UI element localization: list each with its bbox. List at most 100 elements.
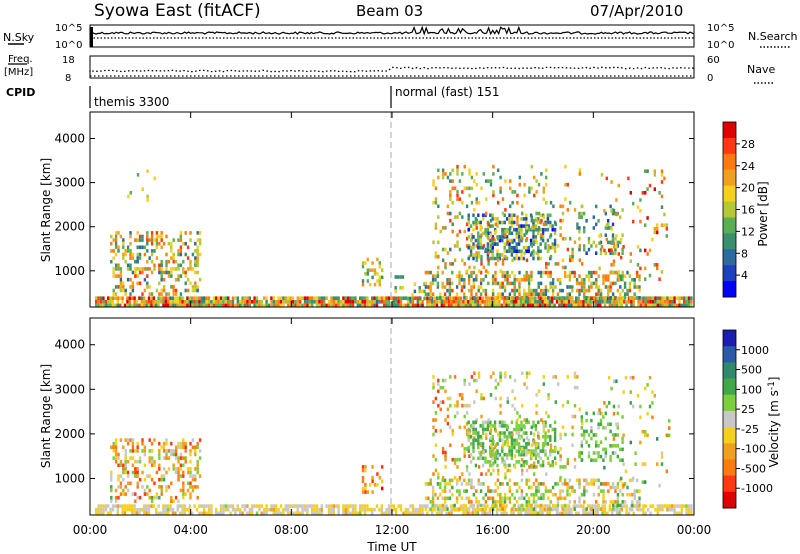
echo-cell [311, 504, 314, 508]
echo-cell [613, 504, 616, 508]
echo-cell [575, 303, 578, 308]
echo-cell [644, 511, 647, 516]
echo-cell [468, 472, 471, 476]
echo-cell [536, 511, 539, 516]
echo-cell [330, 300, 333, 304]
echo-cell [162, 296, 165, 300]
echo-cell [553, 231, 557, 236]
echo-cell [227, 300, 230, 304]
echo-cell [539, 507, 542, 512]
echo-cell [458, 281, 461, 286]
echo-cell [511, 507, 514, 511]
echo-cell [456, 190, 459, 194]
echo-cell [494, 229, 497, 234]
echo-cell [182, 495, 185, 500]
echo-cell [456, 215, 459, 219]
echo-cell [631, 296, 634, 300]
echo-cell [102, 303, 105, 308]
echo-cell [441, 496, 444, 501]
echo-cell [530, 454, 533, 458]
echo-cell [421, 303, 424, 308]
echo-cell [534, 424, 538, 428]
echo-cell [114, 263, 118, 268]
echo-cell [441, 378, 445, 383]
echo-cell [590, 436, 593, 441]
echo-cell [649, 303, 652, 308]
echo-cell [160, 445, 163, 450]
echo-cell [366, 296, 369, 300]
echo-cell [426, 303, 429, 308]
echo-cell [453, 375, 457, 379]
echo-cell [612, 437, 616, 441]
echo-cell [481, 431, 485, 435]
nsky-label: N.Sky [3, 31, 35, 44]
echo-cell [191, 252, 195, 257]
echo-cell [107, 300, 110, 304]
echo-cell [626, 292, 629, 296]
echo-cell [636, 205, 640, 209]
echo-cell [499, 371, 502, 376]
echo-cell [506, 400, 509, 404]
echo-cell [143, 463, 147, 468]
echo-cell [569, 254, 572, 259]
echo-cell [559, 226, 562, 230]
echo-cell [270, 507, 273, 512]
echo-cell [656, 296, 659, 300]
echo-cell [148, 488, 151, 493]
echo-cell [583, 489, 586, 493]
echo-cell [547, 244, 550, 248]
echo-cell [580, 285, 584, 289]
echo-cell [320, 511, 323, 516]
echo-cell [527, 511, 530, 516]
echo-cell [446, 251, 450, 255]
echo-cell [119, 492, 123, 496]
echo-cell [162, 511, 165, 516]
echo-cell [512, 507, 515, 512]
echo-cell [124, 449, 127, 453]
echo-cell [437, 265, 440, 270]
echo-cell [549, 281, 552, 286]
echo-cell [546, 511, 549, 516]
echo-cell [479, 220, 482, 225]
echo-cell [143, 303, 146, 308]
echo-cell [131, 296, 134, 300]
echo-cell [495, 303, 499, 308]
echo-cell [463, 378, 466, 383]
echo-cell [167, 296, 170, 300]
echo-cell [515, 296, 519, 300]
echo-cell [475, 244, 478, 248]
echo-cell [231, 300, 235, 304]
echo-cell [544, 452, 547, 457]
echo-cell [363, 296, 367, 300]
echo-cell [325, 504, 328, 508]
echo-cell [451, 270, 454, 275]
echo-cell [523, 496, 526, 501]
echo-cell [407, 507, 410, 512]
echo-cell [153, 438, 156, 442]
echo-cell [141, 234, 144, 239]
echo-cell [515, 231, 518, 236]
echo-cell [575, 511, 578, 516]
echo-cell [157, 504, 160, 508]
echo-cell [136, 445, 139, 450]
echo-cell [587, 300, 590, 304]
echo-cell [604, 285, 608, 289]
echo-cell [143, 492, 147, 496]
echo-cell [477, 442, 480, 446]
echo-cell [534, 427, 538, 432]
echo-cell [475, 278, 478, 282]
echo-cell [409, 511, 412, 516]
echo-cell [537, 445, 540, 450]
echo-cell [479, 424, 482, 428]
echo-cell [491, 424, 494, 428]
echo-cell [441, 450, 445, 455]
echo-cell [487, 281, 490, 286]
colorbar-swatch [723, 378, 736, 396]
echo-cell [549, 233, 553, 237]
echo-cell [117, 263, 120, 268]
echo-cell [598, 234, 601, 238]
echo-cell [651, 237, 654, 242]
echo-cell [191, 445, 195, 450]
echo-cell [318, 300, 321, 304]
echo-cell [523, 382, 526, 386]
